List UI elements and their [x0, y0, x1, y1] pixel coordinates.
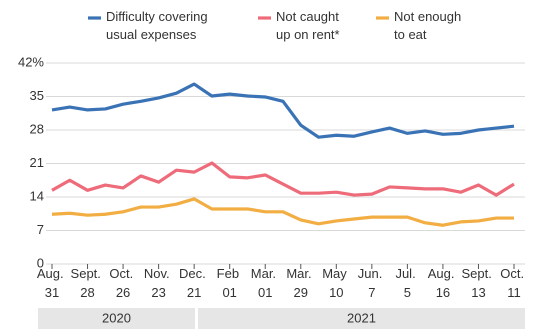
legend-label: Not enough to eat — [394, 9, 465, 42]
y-tick-label: 21 — [30, 155, 44, 170]
x-tick-label: Mar. 29 — [286, 266, 315, 300]
series-line — [51, 82, 515, 139]
legend-label: Not caught up on rent* — [276, 9, 343, 42]
y-tick-label: 28 — [30, 121, 44, 136]
x-tick-label: Mar. 01 — [251, 266, 280, 300]
legend-label: Difficulty covering usual expenses — [106, 9, 211, 42]
series-line — [51, 161, 515, 197]
y-tick-label: 7 — [37, 222, 44, 237]
x-tick-label: Dec. 21 — [179, 266, 209, 300]
y-tick-label: 42% — [18, 54, 44, 69]
series-line — [51, 197, 514, 227]
x-tick-label: Nov. 23 — [144, 266, 173, 300]
y-tick-label: 14 — [30, 188, 44, 203]
year-label: 2020 — [102, 310, 131, 325]
x-tick-label: Sept. 28 — [71, 266, 105, 300]
x-tick-label: May 10 — [322, 266, 350, 300]
x-tick-label: Aug. 31 — [37, 266, 67, 300]
x-tick-label: Feb 01 — [217, 266, 243, 300]
x-tick-label: Jun. 7 — [358, 266, 386, 300]
year-band — [198, 308, 525, 329]
y-tick-label: 35 — [30, 88, 44, 103]
y-tick-label: 0 — [37, 255, 44, 270]
year-label: 2021 — [347, 310, 376, 325]
x-tick-label: Oct. 26 — [109, 266, 136, 300]
x-tick-label: Oct. 11 — [500, 266, 527, 300]
x-tick-label: Jul. 5 — [395, 266, 419, 300]
x-tick-label: Sept. 13 — [461, 266, 495, 300]
x-tick-label: Aug. 16 — [428, 266, 458, 300]
year-band — [38, 308, 195, 329]
